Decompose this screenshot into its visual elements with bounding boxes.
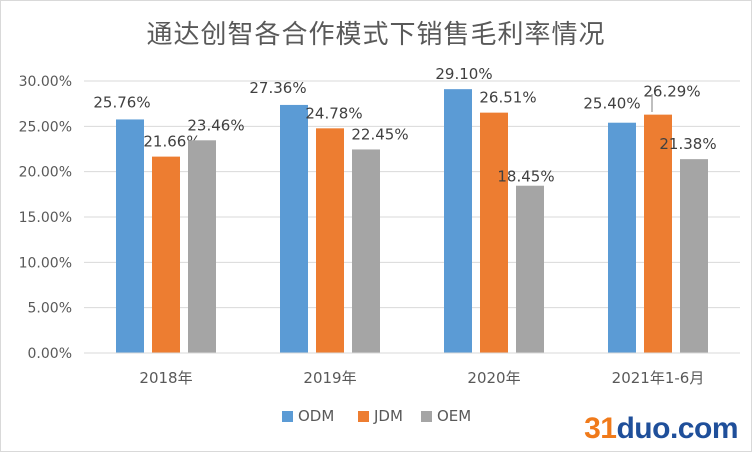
legend-swatch-jdm xyxy=(358,411,369,422)
data-label: 26.29% xyxy=(643,83,700,101)
bar-jdm xyxy=(644,114,672,354)
data-label: 21.38% xyxy=(659,135,716,153)
bar-odm xyxy=(444,89,472,353)
bar-odm xyxy=(280,104,308,353)
x-tick-label: 2020年 xyxy=(467,369,520,387)
bar-oem xyxy=(516,185,544,353)
legend-label-odm: ODM xyxy=(298,407,334,425)
x-tick-label: 2019年 xyxy=(303,369,356,387)
bar-oem xyxy=(188,140,216,353)
data-label: 23.46% xyxy=(187,116,244,134)
data-label: 25.40% xyxy=(583,95,640,113)
bar-oem xyxy=(352,149,380,353)
y-tick-label: 30.00% xyxy=(19,74,72,90)
data-label: 27.36% xyxy=(249,79,306,97)
legend-label-oem: OEM xyxy=(437,407,471,425)
bar-jdm xyxy=(480,112,508,353)
watermark-logo: 31duo.com xyxy=(584,412,738,445)
x-tick-label: 2021年1-6月 xyxy=(612,369,705,387)
y-tick-label: 10.00% xyxy=(19,255,72,271)
y-tick-label: 20.00% xyxy=(19,165,72,181)
bar-oem xyxy=(680,159,708,353)
y-tick-label: 15.00% xyxy=(19,210,72,226)
legend-label-jdm: JDM xyxy=(373,407,403,425)
data-label: 26.51% xyxy=(479,89,536,107)
bar-jdm xyxy=(152,156,180,353)
bar-odm xyxy=(116,119,144,354)
y-tick-label: 25.00% xyxy=(19,119,72,135)
data-label: 24.78% xyxy=(305,104,362,122)
data-label: 21.66% xyxy=(143,133,200,151)
legend-swatch-oem xyxy=(421,411,432,422)
chart-title: 通达创智各合作模式下销售毛利率情况 xyxy=(146,20,606,50)
bar-jdm xyxy=(316,128,344,353)
data-label: 18.45% xyxy=(497,168,554,186)
y-tick-label: 0.00% xyxy=(28,346,72,362)
bar-odm xyxy=(608,122,636,353)
data-label: 25.76% xyxy=(93,93,150,111)
data-label: 29.10% xyxy=(435,65,492,83)
x-tick-label: 2018年 xyxy=(139,369,192,387)
data-label: 22.45% xyxy=(351,125,408,143)
legend-swatch-odm xyxy=(282,411,293,422)
y-tick-label: 5.00% xyxy=(28,301,72,317)
